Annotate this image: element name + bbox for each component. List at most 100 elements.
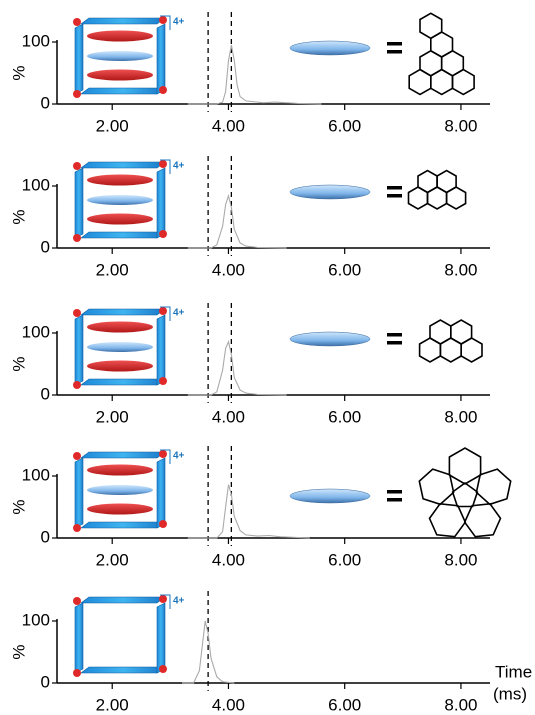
x-tick-label: 6.00 [328, 116, 361, 135]
cage-corner [159, 665, 167, 673]
cage-bar [74, 314, 84, 386]
cage-bar [156, 457, 166, 529]
cage-bar [80, 17, 166, 25]
cage-icon [73, 450, 167, 532]
molecule-ring [429, 319, 452, 345]
x-tick-label: 2.00 [96, 695, 129, 714]
molecule-ring [419, 12, 443, 40]
guest-red [87, 69, 153, 81]
equals-bar [387, 341, 402, 345]
charge-bracket [160, 306, 171, 321]
guest-disc [289, 331, 371, 347]
equals-bar [387, 194, 402, 198]
cage-bar [156, 602, 166, 674]
cage-corner [73, 234, 81, 242]
y-axis-label: % [9, 356, 28, 371]
equals-bar [387, 333, 402, 337]
cage-bar [80, 308, 166, 316]
cage-icon [73, 16, 167, 98]
y-axis-label: % [9, 209, 28, 224]
guest-red [87, 464, 153, 476]
y-tick-label: 0 [41, 384, 50, 403]
guest-blue [87, 51, 153, 61]
guest-red [87, 213, 153, 225]
cage-bar [80, 378, 166, 386]
cage-corner [159, 520, 167, 528]
cage-bar [80, 451, 166, 459]
equals-bar [387, 498, 402, 502]
cage-bar [74, 167, 84, 239]
y-tick-label: 100 [22, 322, 50, 341]
guest-red [87, 360, 153, 372]
cage-icon [73, 595, 167, 677]
cage-bar [80, 161, 166, 169]
charge-bracket [160, 594, 171, 609]
x-tick-label: 4.00 [212, 407, 245, 426]
cage-bar [80, 596, 166, 604]
x-tick-label: 2.00 [96, 407, 129, 426]
molecule-ring [449, 319, 473, 345]
x-tick-label: 6.00 [328, 550, 361, 569]
cage-bar [74, 602, 84, 674]
x-tick-label: 4.00 [212, 116, 245, 135]
guest-blue [87, 342, 153, 352]
x-tick-label: 2.00 [96, 260, 129, 279]
molecule-ring [475, 468, 512, 506]
guest-red [87, 174, 153, 186]
cage-bar [156, 23, 166, 95]
y-axis-label: % [9, 499, 28, 514]
guest-red [87, 321, 153, 333]
cage-corner [73, 309, 81, 317]
charge-label: 4+ [173, 161, 185, 172]
cage-corner [159, 230, 167, 238]
cage-corner [159, 307, 167, 315]
cage-bar [80, 87, 166, 95]
molecule-ring [445, 186, 467, 210]
y-tick-label: 100 [22, 31, 50, 50]
charge-bracket [160, 15, 171, 30]
molecule-ring [451, 68, 475, 96]
trace [187, 193, 287, 249]
trace [187, 339, 287, 396]
guest-disc [289, 488, 371, 504]
x-tick-label: 8.00 [444, 407, 477, 426]
charge-label: 4+ [173, 451, 185, 462]
trace [187, 44, 322, 105]
cage-icon [73, 307, 167, 389]
charge-label: 4+ [173, 308, 185, 319]
cage-corner [159, 377, 167, 385]
cage-corner [159, 450, 167, 458]
trace [187, 484, 310, 539]
equals-bar [387, 50, 402, 54]
guest-red [87, 503, 153, 515]
cage-bar [80, 521, 166, 529]
x-axis-label: (ms) [493, 684, 527, 703]
x-axis-label: Time [495, 662, 532, 681]
y-tick-label: 0 [41, 672, 50, 691]
cage-corner [73, 381, 81, 389]
x-tick-label: 6.00 [328, 695, 361, 714]
y-axis-label: % [9, 644, 28, 659]
cage-bar [80, 666, 166, 674]
charge-bracket [160, 159, 171, 174]
y-tick-label: 100 [22, 465, 50, 484]
x-tick-label: 2.00 [96, 116, 129, 135]
molecule-ring [428, 502, 467, 538]
guest-disc [289, 40, 371, 56]
y-tick-label: 100 [22, 175, 50, 194]
cage-bar [74, 457, 84, 529]
cage-corner [73, 597, 81, 605]
cage-corner [73, 669, 81, 677]
x-tick-label: 6.00 [328, 407, 361, 426]
x-tick-label: 8.00 [444, 550, 477, 569]
cage-bar [156, 167, 166, 239]
x-tick-label: 2.00 [96, 550, 129, 569]
cage-bar [74, 23, 84, 95]
cage-corner [159, 86, 167, 94]
y-tick-label: 0 [41, 527, 50, 546]
equals-bar [387, 42, 402, 46]
cage-bar [80, 231, 166, 239]
y-tick-label: 100 [22, 610, 50, 629]
cage-corner [159, 16, 167, 24]
